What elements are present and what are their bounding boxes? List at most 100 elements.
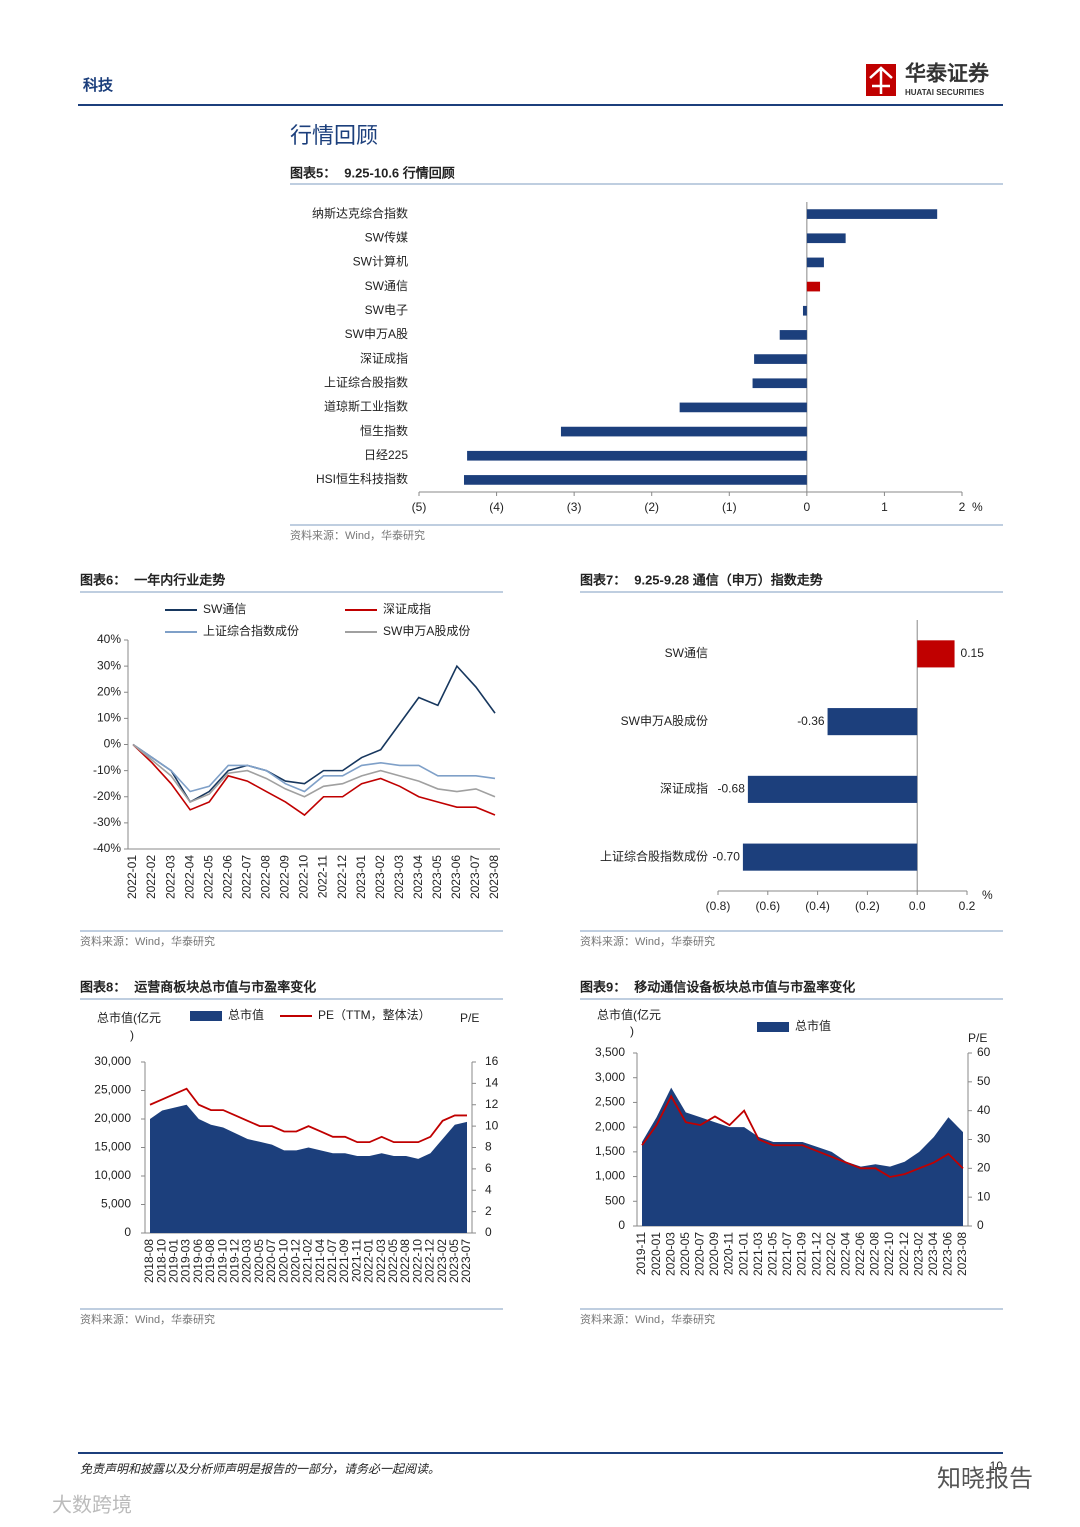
y-tick-label: 2,000 xyxy=(595,1119,625,1133)
category-label: SW传媒 xyxy=(365,229,408,244)
y-tick-label: -20% xyxy=(93,789,121,803)
y-tick-label: 15,000 xyxy=(94,1140,131,1154)
x-tick-label: 2020-11 xyxy=(722,1232,736,1275)
category-label: SW计算机 xyxy=(353,254,408,269)
y2-tick-label: 6 xyxy=(485,1161,492,1175)
x-tick-label: 2022-12 xyxy=(335,855,349,899)
bar xyxy=(754,354,807,364)
bar xyxy=(802,305,807,316)
figure-source: 资料来源：Wind，华泰研究 xyxy=(80,1312,215,1326)
x-tick-label: 2022-04 xyxy=(838,1232,852,1276)
x-tick-label: 2021-09 xyxy=(337,1239,351,1283)
legend-swatch xyxy=(190,1011,222,1021)
area-series xyxy=(642,1087,963,1226)
x-tick-label: (5) xyxy=(412,500,427,514)
figure-label: 图表8： xyxy=(80,979,126,994)
x-tick-label: 2 xyxy=(959,500,966,514)
y-tick-label: 20,000 xyxy=(94,1111,131,1125)
bar xyxy=(806,281,821,292)
x-tick-label: 2021-12 xyxy=(809,1232,823,1276)
logo-mark xyxy=(866,64,896,96)
line-series xyxy=(132,743,496,817)
x-tick-label: 2019-12 xyxy=(228,1239,242,1283)
value-label: -0.36 xyxy=(797,714,825,728)
company-name-en: HUATAI SECURITIES xyxy=(905,88,985,97)
y-tick-label: 30% xyxy=(97,658,121,672)
x-tick-label: 2022-10 xyxy=(882,1232,896,1276)
y-tick-label: -40% xyxy=(93,841,121,855)
x-tick-label: 2023-06 xyxy=(941,1232,955,1276)
y-tick-label: -30% xyxy=(93,815,121,829)
bar xyxy=(747,775,918,803)
legend-label: PE（TTM，整体法） xyxy=(318,1007,431,1022)
y-axis-label: ) xyxy=(630,1024,634,1038)
category-label: SW申万A股 xyxy=(345,327,408,341)
y2-tick-label: 20 xyxy=(977,1161,991,1175)
figure-label: 图表6： xyxy=(80,572,126,587)
x-tick-label: 2023-05 xyxy=(447,1239,461,1283)
x-tick-label: 2019-06 xyxy=(191,1239,205,1283)
x-tick-label: 2023-07 xyxy=(468,855,482,899)
figure-source: 资料来源：Wind，华泰研究 xyxy=(580,934,715,948)
figure-label: 图表5： xyxy=(290,165,336,180)
line-series xyxy=(149,1087,467,1144)
x-tick-label: 2019-08 xyxy=(203,1239,217,1283)
y-tick-label: 0% xyxy=(104,737,122,751)
bar xyxy=(742,843,918,871)
y-tick-label: 20% xyxy=(97,684,121,698)
y2-tick-label: 8 xyxy=(485,1140,492,1154)
x-tick-label: 2019-01 xyxy=(167,1239,181,1283)
x-tick-label: 2022-12 xyxy=(897,1232,911,1276)
header-section: 科技 xyxy=(83,76,114,94)
watermark: 知晓报告 xyxy=(937,1465,1033,1492)
y-tick-label: 0 xyxy=(124,1225,131,1239)
y-tick-label: 5,000 xyxy=(101,1197,131,1211)
x-tick-label: 2021-05 xyxy=(765,1232,779,1276)
x-tick-label: 2022-02 xyxy=(824,1232,838,1276)
x-tick-label: 2022-08 xyxy=(398,1239,412,1283)
company-name: 华泰证券 xyxy=(905,62,990,86)
watermark: 大数跨境 xyxy=(52,1493,132,1516)
y-tick-label: 10% xyxy=(97,711,121,725)
value-label: -0.68 xyxy=(718,782,746,796)
x-tick-label: 2022-11 xyxy=(316,855,330,898)
x-tick-label: 2021-07 xyxy=(325,1239,339,1283)
x-tick-label: 2023-06 xyxy=(449,855,463,899)
figure-label: 图表9： xyxy=(580,979,626,994)
x-tick-label: 2022-08 xyxy=(259,855,273,899)
category-label: 恒生指数 xyxy=(360,423,408,438)
x-tick-label: 2019-10 xyxy=(215,1239,229,1283)
bar xyxy=(806,257,824,268)
x-tick-label: 2022-06 xyxy=(853,1232,867,1276)
y2-tick-label: 50 xyxy=(977,1074,991,1088)
y-tick-label: 2,500 xyxy=(595,1095,625,1109)
x-tick-label: 2020-01 xyxy=(649,1232,663,1276)
y-tick-label: -10% xyxy=(93,763,121,777)
legend-label: 总市值 xyxy=(795,1018,831,1033)
y2-tick-label: 0 xyxy=(977,1218,984,1232)
legend-label: SW申万A股成份 xyxy=(383,624,470,638)
x-tick-label: (0.2) xyxy=(855,899,880,913)
area-series xyxy=(150,1104,467,1233)
footer-disclaimer: 免责声明和披露以及分析师声明是报告的一部分，请务必一起阅读。 xyxy=(80,1462,440,1476)
x-tick-label: 2022-04 xyxy=(182,855,196,899)
x-tick-label: (0.8) xyxy=(706,899,731,913)
x-tick-label: 2022-02 xyxy=(144,855,158,899)
x-tick-label: 2021-11 xyxy=(349,1239,363,1282)
y-tick-label: 500 xyxy=(605,1193,625,1207)
bar xyxy=(806,209,938,219)
bar xyxy=(679,402,807,413)
legend-label: 总市值 xyxy=(228,1007,264,1022)
figure-title: 运营商板块总市值与市盈率变化 xyxy=(134,979,316,994)
x-tick-label: 2023-08 xyxy=(487,855,501,899)
category-label: SW申万A股成份 xyxy=(621,714,708,728)
x-tick-label: (2) xyxy=(644,500,659,514)
bar xyxy=(917,640,955,668)
category-label: SW通信 xyxy=(365,279,408,293)
category-label: SW通信 xyxy=(665,646,708,660)
x-tick-label: 2019-03 xyxy=(179,1239,193,1283)
x-tick-label: 2021-09 xyxy=(795,1232,809,1276)
x-tick-label: 2018-10 xyxy=(154,1239,168,1283)
y-tick-label: 1,000 xyxy=(595,1169,625,1183)
bar xyxy=(467,450,807,461)
